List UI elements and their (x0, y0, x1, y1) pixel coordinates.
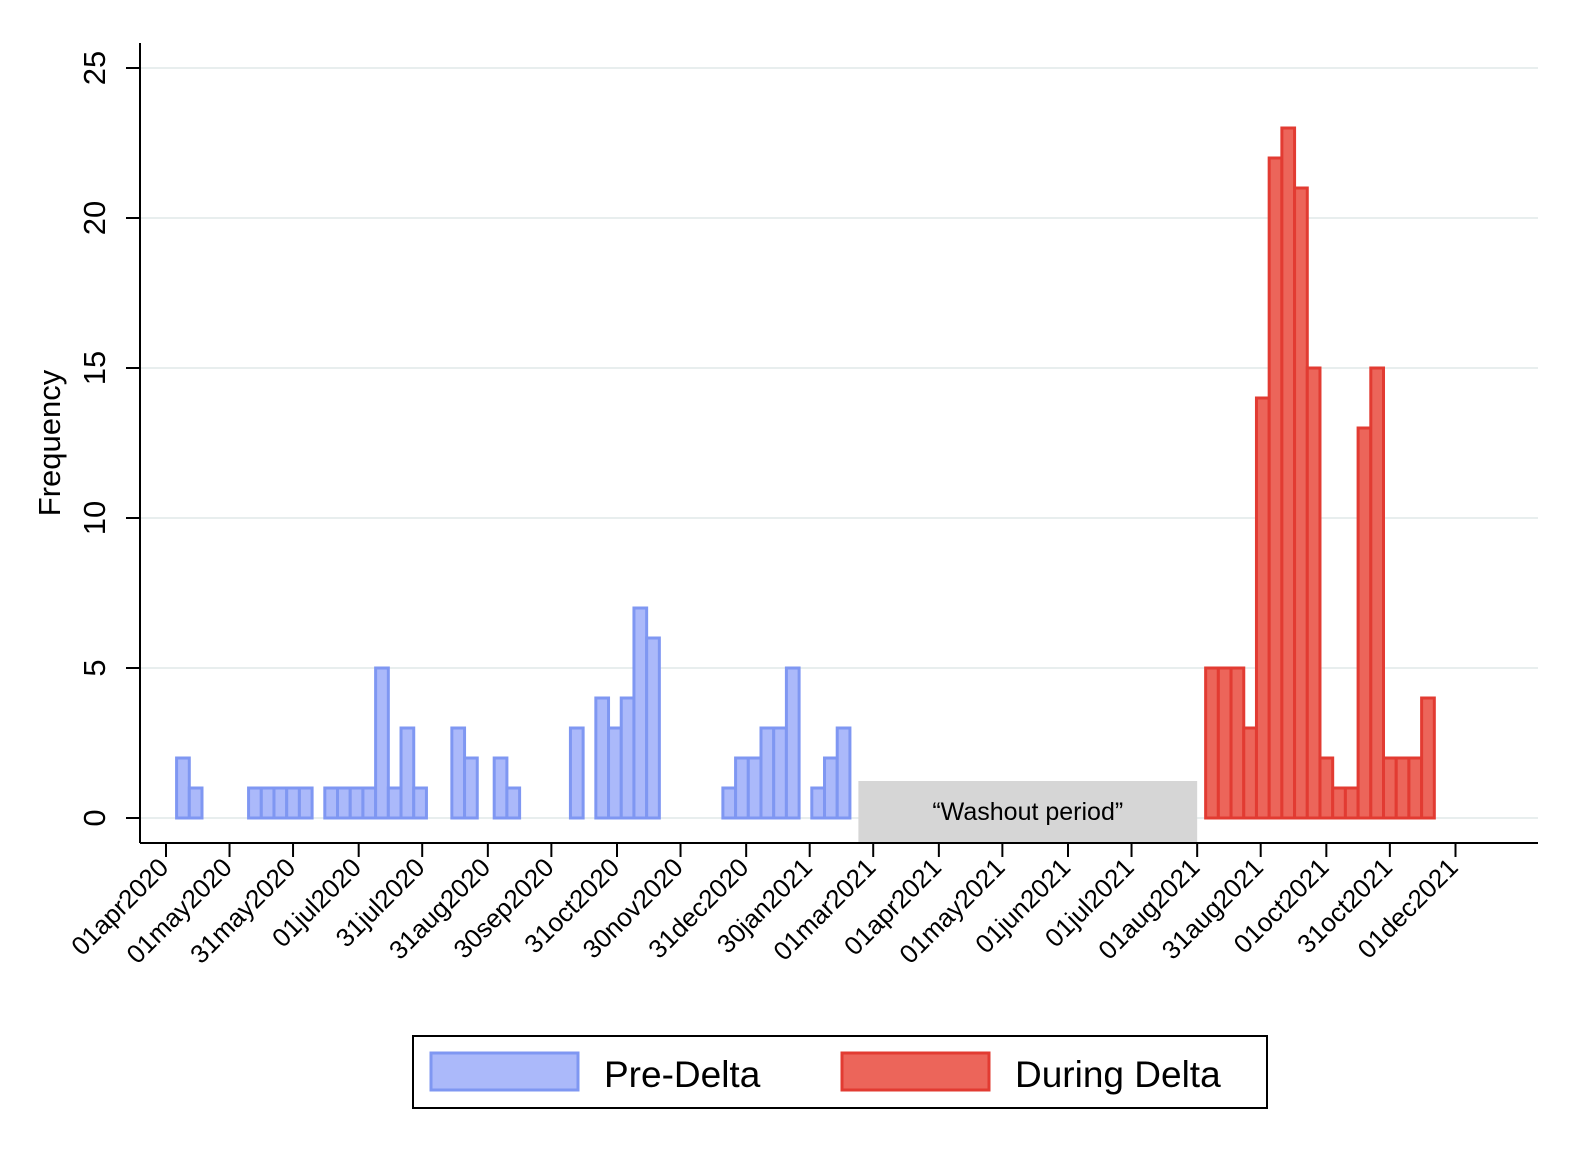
gridlines (140, 67, 1538, 819)
bar-during-delta-10 (1331, 786, 1347, 820)
bar-pre-delta-31 (810, 786, 827, 820)
bar-pre-delta-2 (247, 786, 263, 820)
bar-pre-delta-26 (734, 756, 750, 820)
y-tick-label-3: 15 (77, 351, 112, 385)
legend-swatch-during-delta (840, 1051, 991, 1092)
bar-pre-delta-23 (632, 606, 649, 820)
legend: Pre-Delta During Delta (412, 1035, 1268, 1109)
washout-shaded-region (858, 781, 1198, 842)
y-axis-ticks: 0 5 10 15 20 25 (77, 51, 140, 827)
bar-pre-delta-27 (746, 756, 763, 820)
bar-during-delta-13 (1369, 366, 1386, 820)
bar-during-delta-0 (1204, 666, 1220, 820)
bar-pre-delta-33 (835, 726, 852, 820)
bar-during-delta-7 (1293, 186, 1309, 820)
x-axis-ticks: 01apr202001may202031may202001jul202031ju… (65, 843, 1464, 969)
bar-during-delta-8 (1305, 366, 1322, 820)
bar-pre-delta-6 (297, 786, 314, 820)
bar-pre-delta-21 (607, 726, 623, 820)
bar-pre-delta-17 (492, 756, 509, 820)
bar-pre-delta-14 (412, 786, 428, 820)
bar-pre-delta-9 (348, 786, 365, 820)
washout-annotation: “Washout period” (858, 781, 1198, 842)
bar-pre-delta-16 (463, 756, 479, 820)
washout-label: “Washout period” (932, 798, 1123, 826)
bar-pre-delta-24 (645, 636, 661, 820)
bar-during-delta-1 (1216, 666, 1233, 820)
bar-during-delta-16 (1407, 756, 1424, 820)
bar-pre-delta-22 (619, 696, 636, 820)
bar-pre-delta-13 (399, 726, 416, 820)
bar-pre-delta-11 (374, 666, 390, 820)
y-tick-label-4: 20 (77, 201, 112, 235)
bar-during-delta-12 (1356, 426, 1373, 820)
bar-during-delta-3 (1242, 726, 1258, 820)
bar-pre-delta-0 (175, 756, 191, 820)
legend-swatch-pre-delta (429, 1051, 580, 1092)
bar-during-delta-4 (1254, 396, 1271, 820)
bar-pre-delta-18 (505, 786, 522, 820)
bar-pre-delta-15 (450, 726, 467, 820)
y-axis-title: Frequency (32, 369, 67, 516)
bar-during-delta-6 (1280, 126, 1297, 820)
bar-pre-delta-20 (594, 696, 611, 820)
legend-label-during-delta: During Delta (1015, 1054, 1221, 1095)
bar-during-delta-5 (1267, 156, 1284, 820)
bar-during-delta-9 (1318, 756, 1335, 820)
bar-pre-delta-1 (187, 786, 204, 820)
bar-during-delta-15 (1394, 756, 1411, 820)
bar-pre-delta-12 (386, 786, 403, 820)
bar-pre-delta-25 (721, 786, 738, 820)
bar-pre-delta-30 (784, 666, 801, 820)
bar-pre-delta-29 (772, 726, 788, 820)
y-tick-label-1: 5 (77, 659, 112, 676)
bar-during-delta-17 (1420, 696, 1436, 820)
axes (139, 43, 1538, 844)
bar-pre-delta-28 (759, 726, 776, 820)
bar-pre-delta-4 (272, 786, 289, 820)
bars (175, 126, 1436, 820)
bar-pre-delta-3 (259, 786, 276, 820)
bar-during-delta-14 (1382, 756, 1398, 820)
y-tick-label-0: 0 (77, 809, 112, 826)
bar-pre-delta-5 (285, 786, 301, 820)
y-tick-label-2: 10 (77, 501, 112, 535)
legend-label-pre-delta: Pre-Delta (604, 1054, 761, 1095)
bar-pre-delta-8 (336, 786, 352, 820)
bar-pre-delta-10 (361, 786, 378, 820)
bar-pre-delta-19 (568, 726, 585, 820)
y-tick-label-5: 25 (77, 51, 112, 85)
bar-pre-delta-7 (323, 786, 340, 820)
bar-during-delta-11 (1343, 786, 1360, 820)
bar-during-delta-2 (1229, 666, 1246, 820)
bar-pre-delta-32 (823, 756, 839, 820)
